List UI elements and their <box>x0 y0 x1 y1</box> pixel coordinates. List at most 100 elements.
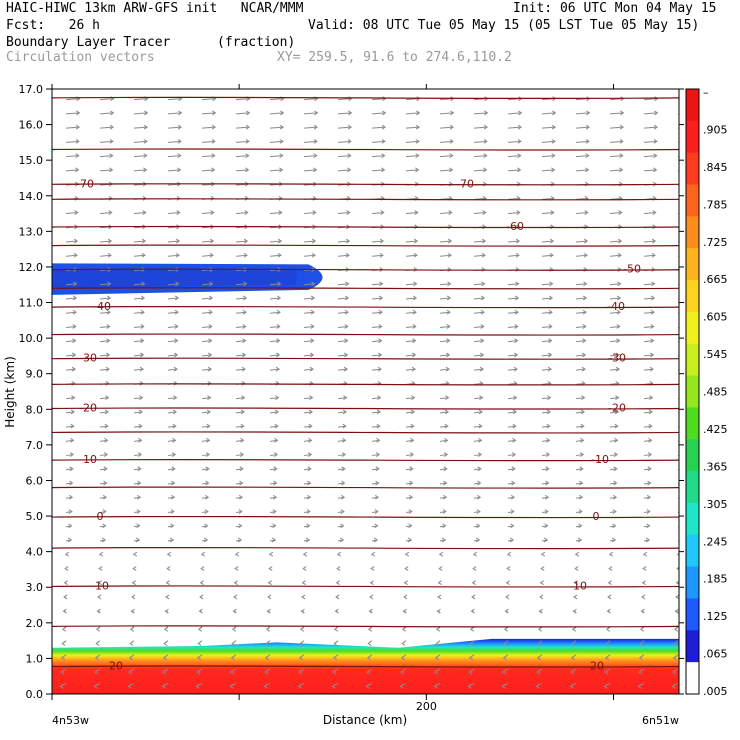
circulation-vector <box>337 140 351 143</box>
circulation-vector <box>201 240 214 243</box>
vector-arrowhead <box>446 324 451 329</box>
vector-arrowhead <box>138 437 143 443</box>
temperature-contour <box>52 383 679 386</box>
vector-arrowhead <box>651 281 656 287</box>
vector-arrowhead <box>415 124 421 130</box>
circulation-vector <box>643 283 655 286</box>
vector-arrowhead <box>175 238 181 244</box>
vector-arrowhead <box>174 295 180 301</box>
contour-label: -10 <box>79 453 97 466</box>
circulation-vector <box>371 169 385 172</box>
vector-arrowhead <box>607 594 612 600</box>
vector-arrowhead <box>437 594 442 600</box>
vector-arrowhead <box>477 452 483 457</box>
circulation-vector <box>405 311 417 314</box>
vector-arrowhead <box>243 281 248 287</box>
vector-arrowhead <box>572 608 577 614</box>
vector-arrowhead <box>275 366 280 372</box>
vector-arrowhead <box>617 281 622 287</box>
vector-arrowhead <box>274 409 280 415</box>
vector-arrowhead <box>243 238 249 244</box>
vector-arrowhead <box>306 523 311 529</box>
vector-arrowhead <box>377 366 382 372</box>
vector-arrowhead <box>345 281 350 287</box>
vector-arrowhead <box>210 210 215 215</box>
vector-arrowhead <box>109 138 114 144</box>
circulation-vector <box>269 454 278 457</box>
vector-arrowhead <box>264 655 269 661</box>
vector-arrowhead <box>373 537 379 543</box>
circulation-vector <box>99 454 108 457</box>
circulation-vector <box>99 311 111 314</box>
circulation-vector <box>65 155 79 158</box>
circulation-vector <box>643 439 652 442</box>
vector-arrowhead <box>311 238 317 244</box>
circulation-vector <box>65 311 77 314</box>
vector-arrowhead <box>313 167 318 173</box>
circulation-vector <box>337 439 346 442</box>
vector-arrowhead <box>347 153 352 159</box>
vector-arrowhead <box>646 523 651 529</box>
vector-arrowhead <box>443 452 449 457</box>
vector-arrowhead <box>367 641 372 647</box>
vector-arrowhead <box>230 669 235 675</box>
vector-arrowhead <box>641 594 646 600</box>
circulation-vector <box>303 439 312 442</box>
circulation-vector <box>133 240 146 243</box>
contour-label: -20 <box>608 402 626 415</box>
circulation-vector <box>269 254 282 257</box>
circulation-vector <box>337 240 350 243</box>
vector-arrowhead <box>171 466 176 472</box>
vector-arrowhead <box>143 124 149 130</box>
vector-arrowhead <box>68 494 74 500</box>
circulation-vector <box>609 126 624 129</box>
vector-arrowhead <box>344 324 349 329</box>
circulation-vector <box>439 425 448 428</box>
colorbar-swatch <box>686 439 699 472</box>
vector-arrowhead <box>640 608 645 614</box>
circulation-vector <box>133 169 147 172</box>
x-axis-title: Distance (km) <box>323 713 407 727</box>
vector-arrowhead <box>276 324 281 329</box>
circulation-vector <box>643 126 658 129</box>
circulation-vector <box>337 397 347 400</box>
y-tick-label: 5.0 <box>26 510 44 523</box>
vector-arrowhead <box>613 452 619 457</box>
vector-arrowhead <box>571 641 576 647</box>
vector-arrowhead <box>504 608 509 614</box>
vector-arrowhead <box>538 608 543 614</box>
y-tick-label: 13.0 <box>19 225 44 238</box>
vector-arrowhead <box>75 124 81 130</box>
colorbar-label: .905 <box>703 123 728 136</box>
circulation-vector <box>439 354 450 357</box>
circulation-vector <box>371 397 381 400</box>
vector-arrowhead <box>585 138 590 144</box>
vector-arrowhead <box>471 580 476 586</box>
circulation-vector <box>99 354 110 357</box>
circulation-vector <box>235 212 248 215</box>
vector-arrowhead <box>275 395 280 401</box>
vector-arrowhead <box>402 608 407 614</box>
vector-arrowhead <box>141 238 147 244</box>
circulation-vector <box>643 397 653 400</box>
circulation-vector <box>371 155 385 158</box>
circulation-vector <box>269 169 283 172</box>
vector-arrowhead <box>241 366 246 372</box>
vector-arrowhead <box>208 295 214 301</box>
vector-arrowhead <box>241 395 246 401</box>
circulation-vector <box>303 454 312 457</box>
vector-arrowhead <box>139 395 144 401</box>
vector-arrowhead <box>313 153 318 159</box>
vector-arrowhead <box>165 580 170 586</box>
vector-arrowhead <box>647 466 652 472</box>
circulation-vector <box>609 311 621 314</box>
vector-arrowhead <box>104 423 109 429</box>
vector-arrowhead <box>171 452 177 457</box>
vector-arrowhead <box>104 437 109 443</box>
vector-arrowhead <box>136 523 141 529</box>
circulation-vector <box>99 283 111 286</box>
vector-arrowhead <box>480 352 485 358</box>
vector-arrowhead <box>73 281 78 287</box>
circulation-vector <box>133 425 142 428</box>
vector-arrowhead <box>647 452 653 457</box>
